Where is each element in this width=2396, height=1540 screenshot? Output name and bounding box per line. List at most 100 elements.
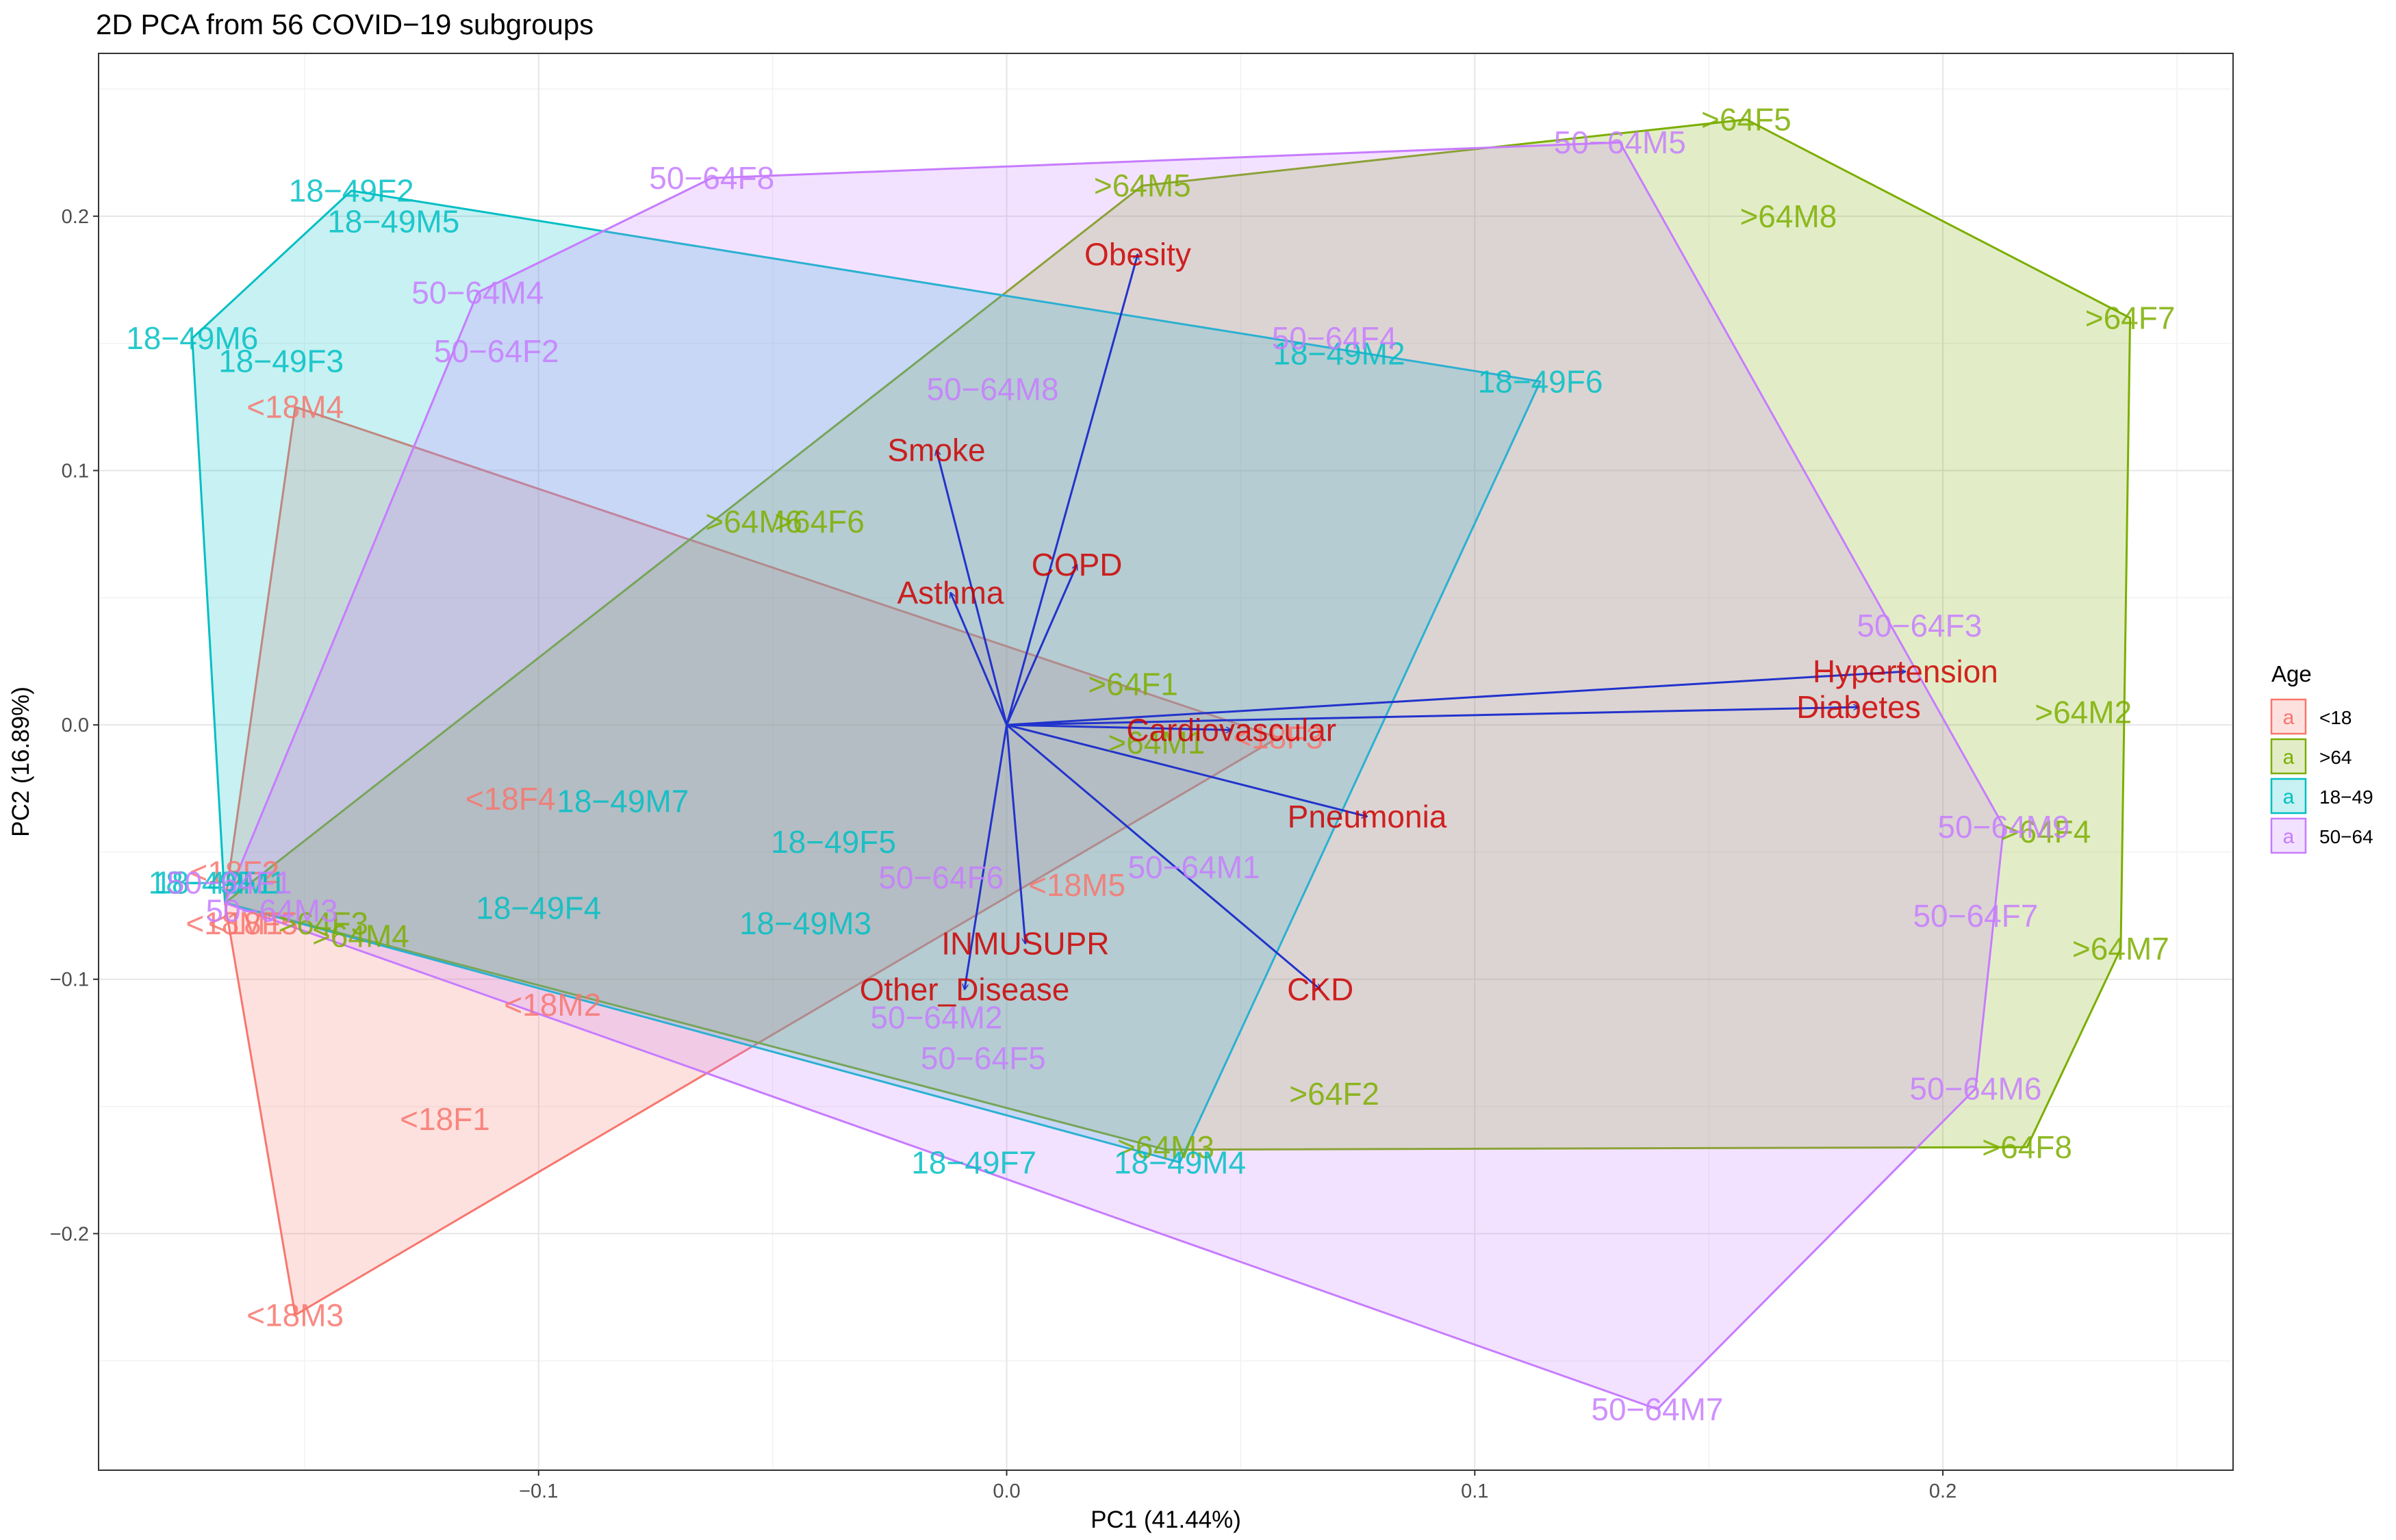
point-label: <18M5 [1028,867,1125,903]
point-label: 50−64F6 [878,860,1004,895]
point-label: 50−64M3 [205,893,337,928]
hull-<18 [224,406,1279,1316]
legend: Age a <18 a >64 a 18−49 a 50−64 [2270,661,2373,854]
point-label: 18−49F4 [476,890,601,926]
point-label: 18−49M2 [1273,336,1405,372]
point-label: >64F8 [1982,1129,2072,1165]
point-label: <18M1 [186,906,283,941]
point-label: 50−64F8 [649,160,774,196]
loading-label: Asthma [897,575,1004,611]
loading-arrow-hypertension [1006,671,1906,726]
y-tick-label: −0.2 [50,1223,89,1245]
point-label: >64F6 [774,504,865,539]
y-tick-label: −0.1 [50,969,89,991]
point-label: >64F5 [1701,102,1792,138]
x-tick-label: 0.0 [993,1480,1020,1502]
legend-key-glyph: a [2283,706,2295,729]
hull-50−64 [224,141,2005,1411]
loading-label: Smoke [887,433,985,468]
point-label: 18−49F3 [218,344,344,379]
loading-label: Obesity [1084,237,1191,272]
point-label: 50−64F2 [434,333,559,369]
point-label: >64M7 [2072,931,2169,966]
loading-arrow-obesity [1006,255,1138,726]
loading-arrows [936,255,1905,990]
chart-title: 2D PCA from 56 COVID−19 subgroups [96,8,594,40]
y-axis-title: PC2 (16.89%) [8,686,34,837]
point-label: >64M2 [2035,695,2132,730]
point-label: 18−49F7 [911,1144,1036,1180]
loading-label: Pneumonia [1288,799,1447,834]
legend-key-<18 [2270,698,2307,735]
point-label: 50−64M2 [870,999,1002,1035]
point-label: <18F4 [466,781,556,817]
loading-label: Other_Disease [860,972,1070,1008]
group-hulls [191,118,2132,1411]
loading-arrow-copd [1006,565,1078,726]
legend-label: 50−64 [2319,826,2373,847]
point-label: 18−49M5 [327,203,459,239]
loading-arrow-diabetes [1006,707,1859,726]
point-label: 18−49F6 [1478,363,1603,399]
y-tick-label: 0.2 [62,206,89,228]
y-tick-label: 0.1 [62,460,89,482]
loading-label: INMUSUPR [941,926,1109,962]
x-tick-label: 0.1 [1461,1480,1488,1502]
legend-key->64 [2270,738,2307,775]
point-label: 18−49M3 [739,906,871,941]
legend-label: >64 [2319,747,2352,768]
loading-arrow-smoke [936,450,1008,726]
legend-title: Age [2271,661,2312,686]
point-label: 50−64M1 [1127,849,1260,885]
point-label: 50−64F7 [1913,898,2038,934]
loading-label: Cardiovascular [1126,713,1336,748]
legend-key-glyph: a [2283,746,2295,769]
x-tick-label: −0.1 [519,1480,558,1502]
point-label: 50−64F1 [167,865,292,901]
point-label: >64M3 [1117,1129,1214,1165]
loading-label: COPD [1032,547,1123,582]
point-label: 50−64M8 [926,372,1058,407]
point-label: <18M3 [246,1297,344,1333]
point-label: >64F2 [1289,1076,1379,1112]
point-label: 50−64M4 [411,274,544,310]
point-label: 18−49M1 [154,865,286,901]
panel-border [98,53,2234,1471]
x-axis-title: PC1 (41.44%) [1091,1506,1241,1533]
loading-arrow-inmusupr [1006,724,1025,944]
hull->64 [224,118,2132,1151]
loading-label: CKD [1287,972,1353,1008]
point-label: 18−49F1 [149,865,274,901]
loading-arrow-asthma [950,593,1008,726]
point-label: 50−64F5 [921,1040,1046,1076]
point-label: 18−49F2 [289,173,414,209]
loading-label: Hypertension [1813,654,1998,689]
point-label: >64M4 [312,919,409,954]
legend-key-18−49 [2270,778,2307,814]
point-label: 50−64M6 [1909,1071,2041,1107]
point-label: 18−49M6 [126,320,258,356]
point-label: >64F7 [2085,300,2176,335]
legend-key-glyph: a [2283,825,2295,848]
point-label: >64M6 [705,504,802,539]
hull-18−49 [191,190,1542,1164]
point-labels: <18M4 <18F2 <18M3 <18F1 <18M2 <18F4 <18M5 <18F3… [126,102,2175,1427]
point-label: <18F2 [189,855,279,890]
point-label: <18M4 [246,389,344,425]
legend-label: <18 [2319,707,2352,728]
point-label: <18F3 [1233,720,1323,756]
point-label: >64M5 [1094,168,1191,203]
loading-arrow-pneumonia [1006,723,1368,817]
loading-label: Diabetes [1796,689,1921,725]
loading-arrow-ckd [1006,723,1321,989]
y-axis: −0.2 −0.1 0.0 0.1 0.2 [50,206,99,1245]
y-tick-label: 0.0 [62,715,89,736]
point-label: >64F1 [1088,667,1178,702]
point-label: <18F1 [400,1101,490,1137]
point-label: 18−49M7 [557,784,689,819]
point-label: 18−49M4 [1114,1144,1246,1180]
point-label: >64M1 [1108,725,1205,760]
point-label: <18M2 [504,987,601,1023]
point-label: >64F4 [2001,814,2091,849]
